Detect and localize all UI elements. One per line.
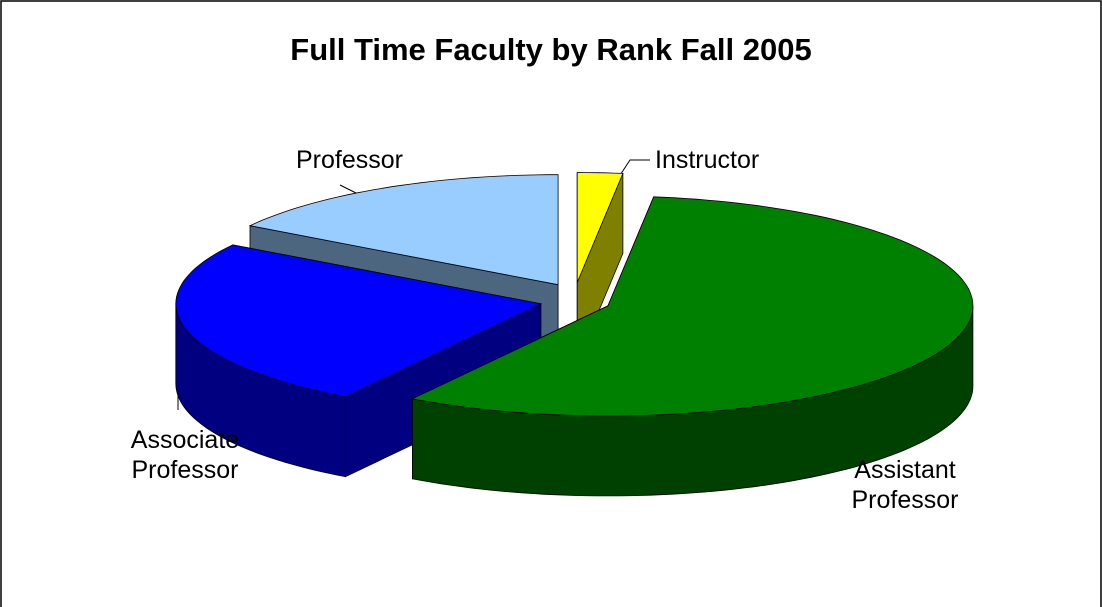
- slice: [411, 196, 974, 497]
- slice-label: Professor: [296, 146, 403, 174]
- slice-top: [576, 172, 624, 283]
- slice-label: Assistant Professor: [851, 456, 959, 514]
- slice-top: [175, 244, 543, 398]
- slice-label: Instructor: [655, 146, 760, 174]
- chart-title: Full Time Faculty by Rank Fall 2005: [290, 32, 812, 67]
- slice-top: [248, 174, 559, 286]
- slice-label: Associate Professor: [130, 426, 240, 484]
- slice-top: [411, 196, 974, 417]
